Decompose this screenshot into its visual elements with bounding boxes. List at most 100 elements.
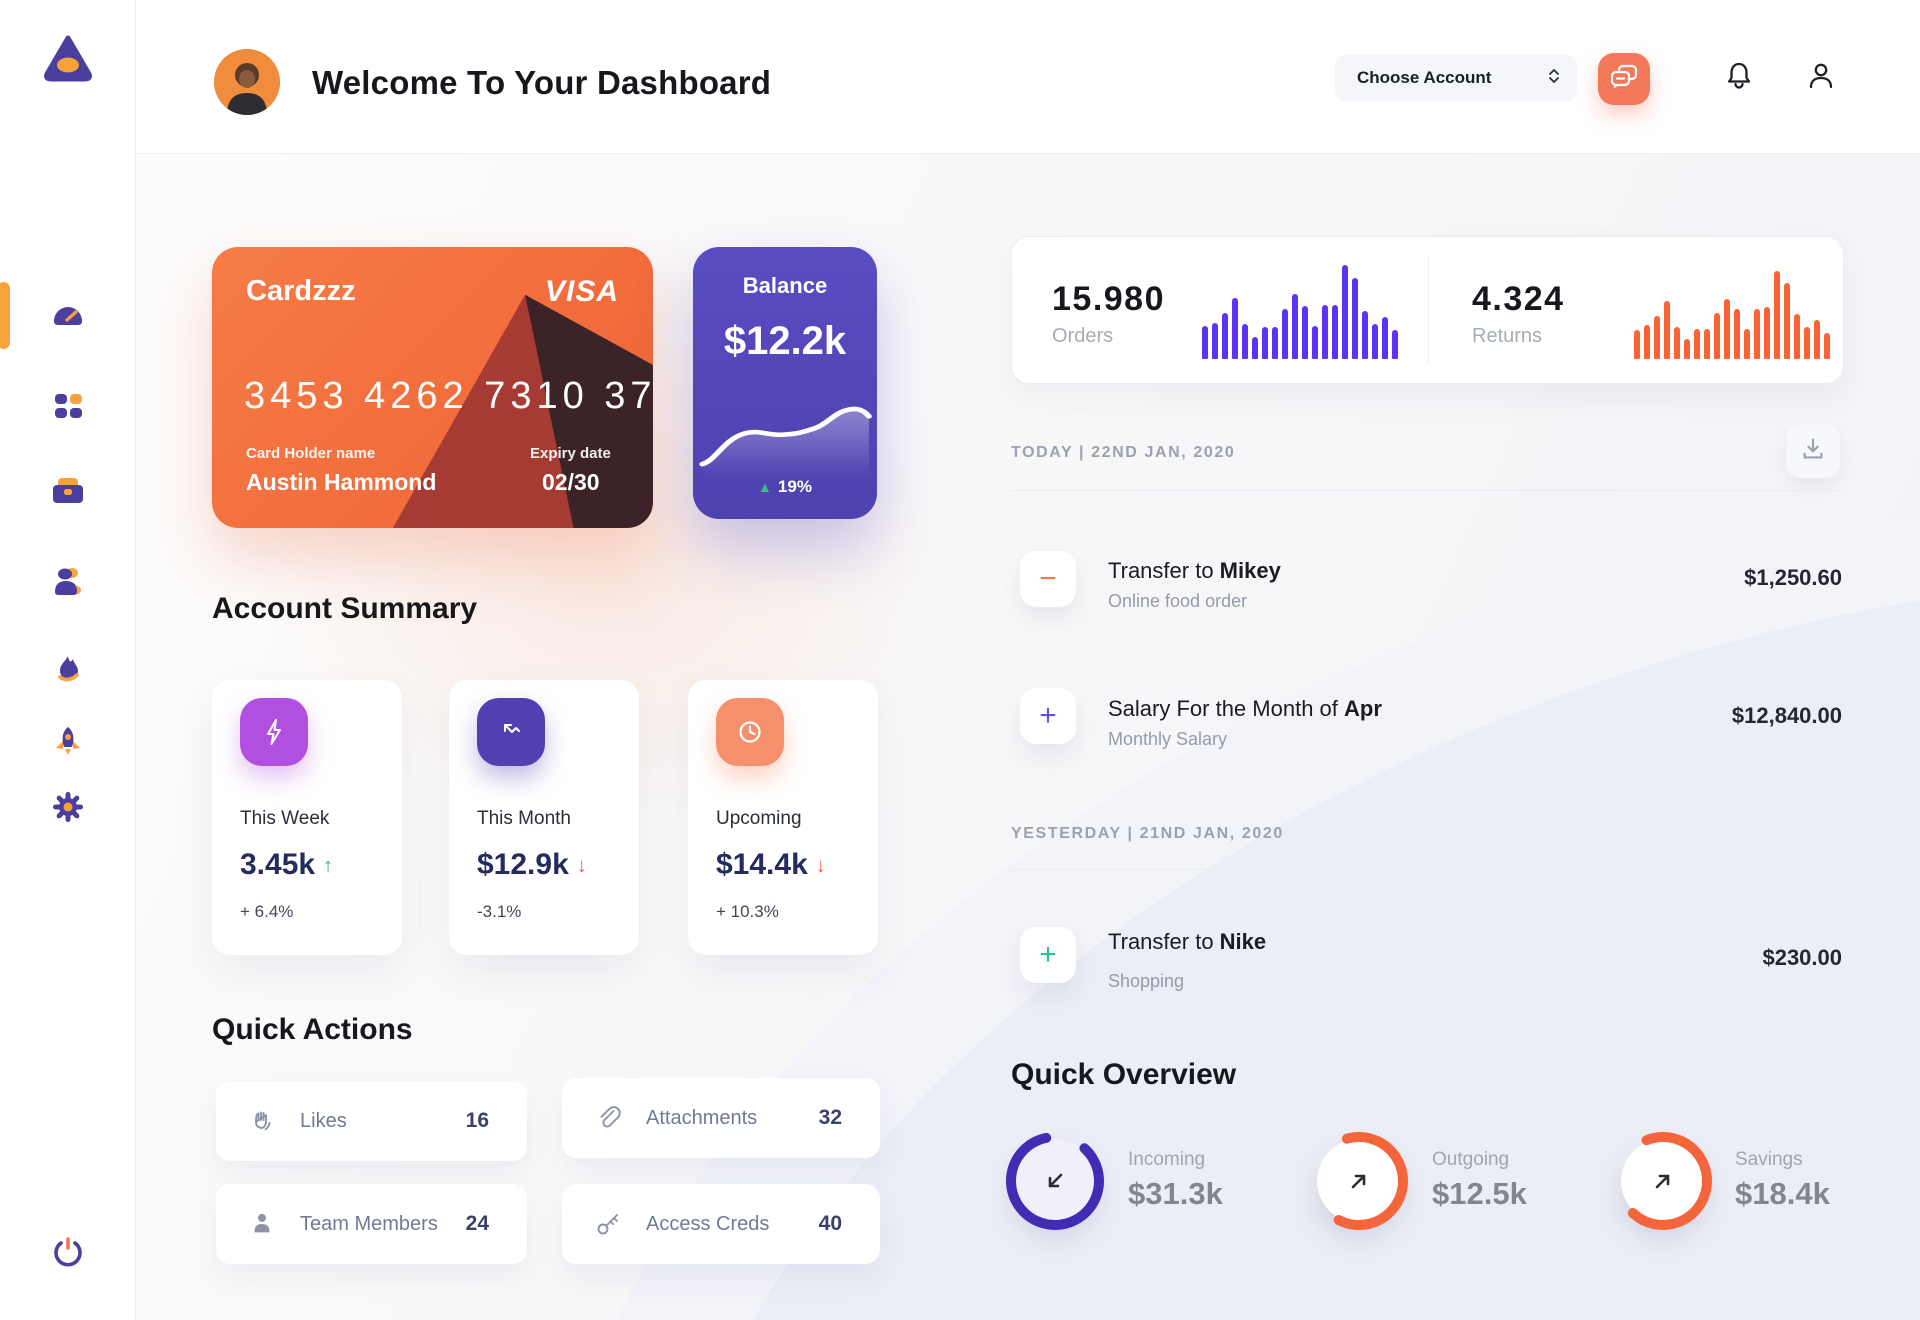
balance-value: $12.2k	[723, 319, 847, 363]
incoming-ring	[1006, 1132, 1104, 1230]
quick-action-label: Team Members	[300, 1212, 438, 1235]
paperclip-icon	[592, 1103, 624, 1133]
sidebar-item-settings[interactable]	[50, 791, 86, 827]
quick-action-label: Likes	[300, 1109, 347, 1132]
people-icon	[52, 566, 84, 601]
bell-icon	[1723, 60, 1755, 97]
notifications-button[interactable]	[1721, 60, 1757, 96]
quick-action-team-members[interactable]: Team Members 24	[216, 1184, 527, 1264]
apps-grid-icon	[52, 391, 84, 426]
summary-value: $14.4k ↓	[716, 848, 826, 881]
chevron-updown-icon	[1547, 67, 1561, 90]
outgoing-value: $12.5k	[1432, 1176, 1527, 1211]
member-icon	[246, 1210, 278, 1238]
rocket-icon	[52, 726, 84, 763]
summary-value: 3.45k ↑	[240, 848, 334, 881]
quick-action-value: 40	[818, 1212, 842, 1235]
sidebar	[0, 0, 136, 1320]
chat-bubbles-icon	[1609, 63, 1639, 96]
card-expiry-label: Expiry date	[530, 445, 611, 462]
orders-bar-chart	[1202, 263, 1398, 359]
card-expiry-value: 02/30	[542, 469, 600, 495]
account-summary-title: Account Summary	[212, 592, 478, 625]
summary-percent: + 6.4%	[240, 902, 294, 921]
tx-section-yesterday: YESTERDAY | 21ND JAN, 2020	[1011, 825, 1284, 842]
sidebar-item-work[interactable]	[50, 475, 86, 511]
summary-card-this-month[interactable]: This Month $12.9k ↓ -3.1%	[449, 680, 639, 955]
tx-row-amount: $12,840.00	[1731, 703, 1842, 728]
avatar[interactable]	[214, 49, 280, 115]
savings-label: Savings	[1735, 1149, 1803, 1170]
app-logo[interactable]	[42, 34, 94, 87]
power-icon	[51, 1237, 85, 1274]
arrow-up-right-icon	[1343, 1165, 1375, 1202]
trend-down-icon: ↓	[815, 855, 826, 877]
tx-row-title[interactable]: Transfer to Nike	[1108, 929, 1267, 954]
returns-bar-chart	[1634, 263, 1830, 359]
page-title: Welcome To Your Dashboard	[312, 64, 772, 101]
quick-action-label: Access Creds	[646, 1212, 770, 1235]
tx-icon-glyph: +	[1039, 938, 1057, 971]
trend-arrow-icon	[477, 698, 545, 766]
divider	[1011, 490, 1842, 491]
sidebar-item-dashboard[interactable]	[50, 299, 86, 335]
balance-change: ▲ 19%	[693, 477, 877, 497]
tx-row-amount: $230.00	[1762, 945, 1842, 970]
quick-action-label: Attachments	[646, 1106, 758, 1129]
tx-row-amount: $1,250.60	[1744, 565, 1842, 590]
sidebar-item-users[interactable]	[50, 565, 86, 601]
arrow-down-left-icon	[1039, 1165, 1071, 1202]
tx-row-subtitle: Shopping	[1108, 971, 1185, 991]
quick-action-value: 16	[465, 1109, 489, 1132]
outgoing-label: Outgoing	[1432, 1149, 1510, 1170]
messages-button[interactable]	[1598, 53, 1650, 105]
tx-section-today: TODAY | 22ND JAN, 2020	[1011, 444, 1236, 461]
tx-row-title[interactable]: Salary For the Month of Apr	[1108, 696, 1382, 721]
divider	[1011, 869, 1842, 870]
visa-logo: VISA	[544, 275, 619, 308]
divider	[1428, 257, 1429, 363]
summary-percent: -3.1%	[477, 902, 522, 921]
clock-icon	[716, 698, 784, 766]
sidebar-item-activity[interactable]	[50, 653, 86, 689]
flame-icon	[52, 654, 84, 689]
summary-label: Upcoming	[716, 808, 802, 829]
sidebar-item-launch[interactable]	[50, 726, 86, 762]
savings-value: $18.4k	[1735, 1176, 1830, 1211]
gear-icon	[52, 791, 84, 828]
gauge-dashboard-icon	[51, 300, 85, 335]
summary-percent: + 10.3%	[716, 902, 779, 921]
balance-sparkline	[699, 406, 872, 477]
logout-button[interactable]	[51, 1236, 85, 1275]
incoming-donut	[1003, 1129, 1107, 1233]
summary-value: $12.9k ↓	[477, 848, 587, 881]
arrow-up-right-icon	[1647, 1165, 1679, 1202]
tx-icon-glyph: −	[1039, 562, 1057, 595]
incoming-value: $31.3k	[1128, 1176, 1223, 1211]
account-select-label: Choose Account	[1357, 68, 1492, 87]
quick-action-access-creds[interactable]: Access Creds 40	[562, 1184, 880, 1264]
balance-card[interactable]: Balance $12.2k ▲ 19%	[693, 247, 877, 519]
quick-action-attachments[interactable]: Attachments 32	[562, 1078, 880, 1158]
credit-card[interactable]: Cardzzz VISA 3453 4262 7310 3728 Card Ho…	[212, 247, 653, 528]
outgoing-donut	[1307, 1129, 1411, 1233]
minus-icon: −	[1020, 551, 1076, 607]
user-icon	[1805, 60, 1837, 97]
summary-card-this-week[interactable]: This Week 3.45k ↑ + 6.4%	[212, 680, 402, 955]
profile-button[interactable]	[1803, 60, 1839, 96]
summary-card-upcoming[interactable]: Upcoming $14.4k ↓ + 10.3%	[688, 680, 878, 955]
card-holder-name: Austin Hammond	[246, 469, 437, 495]
tx-row-title[interactable]: Transfer to Mikey	[1108, 558, 1281, 583]
account-select[interactable]: Choose Account	[1335, 55, 1577, 101]
download-icon	[1799, 435, 1827, 468]
quick-actions-title: Quick Actions	[212, 1013, 413, 1046]
lightning-icon	[240, 698, 308, 766]
download-button[interactable]	[1786, 424, 1840, 478]
quick-overview-title: Quick Overview	[1011, 1058, 1237, 1091]
card-name: Cardzzz	[246, 275, 356, 307]
incoming-label: Incoming	[1128, 1149, 1206, 1170]
quick-action-likes[interactable]: Likes 16	[216, 1081, 527, 1161]
briefcase-icon	[51, 476, 85, 511]
plus-icon: +	[1020, 688, 1076, 744]
sidebar-item-apps[interactable]	[50, 390, 86, 426]
